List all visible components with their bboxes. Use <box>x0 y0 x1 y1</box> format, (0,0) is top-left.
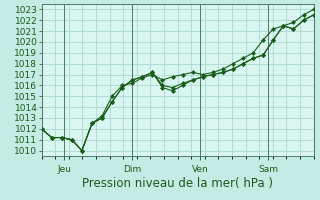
X-axis label: Pression niveau de la mer( hPa ): Pression niveau de la mer( hPa ) <box>82 177 273 190</box>
